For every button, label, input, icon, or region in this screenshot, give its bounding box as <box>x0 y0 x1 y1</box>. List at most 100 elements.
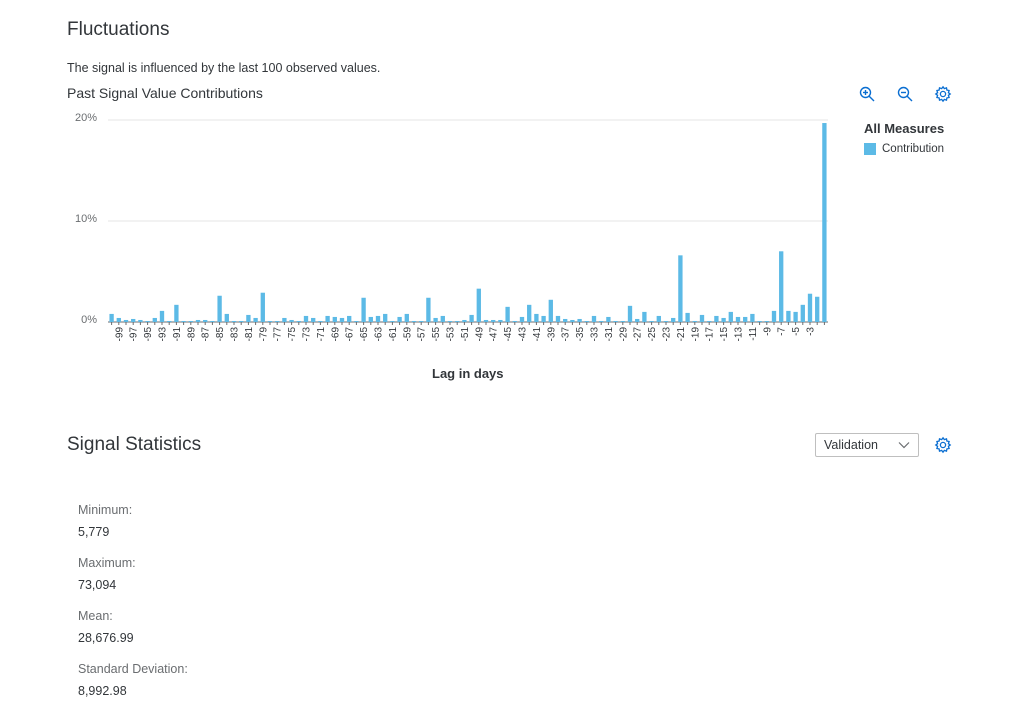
bar[interactable] <box>325 315 330 322</box>
bar[interactable] <box>390 320 395 322</box>
bar[interactable] <box>109 313 114 322</box>
bar[interactable] <box>786 310 791 322</box>
bar[interactable] <box>361 297 366 322</box>
bar[interactable] <box>303 315 309 322</box>
bar[interactable] <box>203 319 208 322</box>
bar[interactable] <box>771 310 777 322</box>
bar[interactable] <box>224 313 229 322</box>
bar[interactable] <box>174 304 179 322</box>
bar[interactable] <box>555 315 561 322</box>
bar[interactable] <box>368 316 373 322</box>
bar[interactable] <box>656 315 661 322</box>
bar[interactable] <box>411 320 417 322</box>
bar[interactable] <box>239 320 244 322</box>
bar[interactable] <box>433 317 438 322</box>
bar[interactable] <box>318 320 323 322</box>
bar[interactable] <box>145 320 150 322</box>
bar[interactable] <box>231 320 237 322</box>
bar[interactable] <box>613 320 618 322</box>
bar[interactable] <box>800 304 805 322</box>
bar[interactable] <box>375 315 381 322</box>
bar[interactable] <box>721 317 726 322</box>
bar[interactable] <box>707 320 712 322</box>
bar[interactable] <box>764 320 769 322</box>
bar[interactable] <box>188 320 193 322</box>
bar[interactable] <box>419 320 424 322</box>
bar[interactable] <box>678 255 683 322</box>
bar[interactable] <box>138 319 143 322</box>
bar[interactable] <box>181 320 186 322</box>
bar[interactable] <box>275 320 280 322</box>
gear-icon[interactable] <box>933 84 953 104</box>
bar[interactable] <box>505 306 510 322</box>
bar[interactable] <box>743 316 748 322</box>
bar[interactable] <box>267 320 273 322</box>
bar[interactable] <box>714 315 719 322</box>
bar[interactable] <box>699 314 705 322</box>
bar[interactable] <box>779 251 784 322</box>
bar[interactable] <box>591 315 597 322</box>
bar[interactable] <box>282 317 287 322</box>
zoom-in-icon[interactable] <box>857 84 877 104</box>
bar[interactable] <box>577 318 582 322</box>
bar[interactable] <box>167 320 172 322</box>
bar[interactable] <box>548 299 553 322</box>
gear-icon[interactable] <box>933 435 953 455</box>
bar[interactable] <box>455 320 460 322</box>
bar[interactable] <box>685 312 690 322</box>
bar[interactable] <box>735 316 741 322</box>
bar[interactable] <box>570 319 575 322</box>
bar[interactable] <box>476 288 481 322</box>
bar[interactable] <box>527 304 532 322</box>
bar[interactable] <box>123 319 129 322</box>
bar[interactable] <box>483 319 489 322</box>
bar[interactable] <box>195 319 201 322</box>
bar[interactable] <box>649 320 654 322</box>
bar[interactable] <box>663 320 669 322</box>
bar[interactable] <box>750 313 755 322</box>
bar[interactable] <box>131 318 136 322</box>
bar[interactable] <box>519 316 525 322</box>
bar[interactable] <box>671 317 676 322</box>
bar[interactable] <box>159 310 165 322</box>
bar[interactable] <box>152 317 157 322</box>
bar[interactable] <box>469 314 474 322</box>
bar[interactable] <box>627 305 633 322</box>
bar[interactable] <box>793 311 798 322</box>
bar[interactable] <box>426 297 431 322</box>
bar[interactable] <box>347 315 352 322</box>
zoom-out-icon[interactable] <box>895 84 915 104</box>
bar[interactable] <box>311 317 316 322</box>
bar[interactable] <box>354 320 359 322</box>
bar[interactable] <box>260 292 265 322</box>
bar[interactable] <box>440 315 445 322</box>
bar[interactable] <box>757 320 762 322</box>
bar[interactable] <box>728 311 733 322</box>
bar[interactable] <box>512 320 517 322</box>
bar[interactable] <box>253 317 258 322</box>
bar[interactable] <box>383 313 388 322</box>
bar[interactable] <box>397 316 402 322</box>
bar[interactable] <box>296 320 301 322</box>
bar[interactable] <box>246 314 251 322</box>
bar[interactable] <box>289 319 294 322</box>
bar[interactable] <box>491 319 496 322</box>
bar[interactable] <box>339 317 345 322</box>
bar[interactable] <box>447 320 453 322</box>
bar[interactable] <box>635 318 640 322</box>
bar[interactable] <box>692 320 697 322</box>
bar[interactable] <box>815 296 820 322</box>
bar[interactable] <box>599 320 604 322</box>
bar[interactable] <box>404 313 409 322</box>
bar[interactable] <box>642 311 647 322</box>
bar[interactable] <box>807 293 813 322</box>
bar[interactable] <box>210 320 215 322</box>
bar[interactable] <box>332 316 337 322</box>
bar[interactable] <box>620 320 625 322</box>
bar[interactable] <box>563 318 568 322</box>
bar[interactable] <box>498 319 503 322</box>
bar[interactable] <box>462 319 467 322</box>
bar[interactable] <box>541 315 546 322</box>
bar[interactable] <box>116 317 121 322</box>
bar[interactable] <box>584 320 589 322</box>
